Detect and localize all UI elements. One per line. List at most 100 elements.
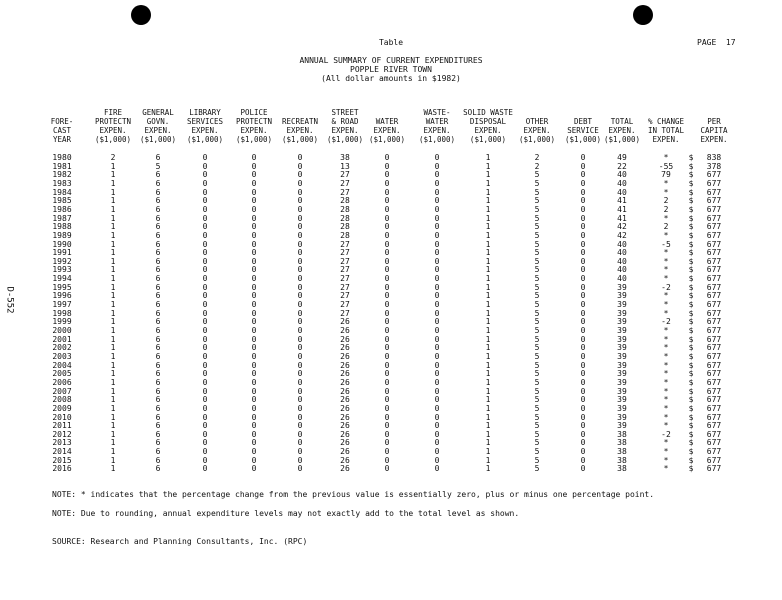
currency-symbol: $	[688, 153, 694, 162]
table-cell: 39	[617, 291, 627, 301]
table-cell: 1990	[52, 239, 72, 249]
table-cell: 0	[297, 412, 303, 422]
table-cell: 677	[706, 196, 722, 206]
table-cell: 5	[534, 334, 540, 344]
currency-symbol: $	[688, 403, 694, 413]
column-header: LIBRARY SERVICES EXPEN. ($1,000)	[186, 108, 224, 144]
table-cell: 6	[155, 334, 161, 344]
table-cell: 5	[534, 178, 540, 188]
table-cell: 5	[534, 204, 540, 214]
table-cell: 0	[202, 412, 208, 422]
currency-symbol: $	[688, 308, 694, 318]
column-header: OTHER EXPEN. ($1,000)	[518, 117, 556, 144]
table-cell: 1983	[52, 178, 72, 188]
table-cell: 1980	[52, 153, 72, 162]
table-cell: 1	[485, 282, 491, 292]
table-cell: 0	[434, 308, 440, 318]
table-cell: 41	[617, 213, 627, 223]
table-cell: *	[663, 455, 669, 465]
table-cell: 1	[110, 403, 116, 413]
currency-symbol: $	[688, 274, 694, 284]
table-cell: 0	[384, 395, 390, 405]
table-cell: 2009	[52, 403, 72, 413]
table-cell: 1	[110, 317, 116, 327]
table-cell: 1	[110, 386, 116, 396]
table-cell: 27	[340, 239, 350, 249]
punch-hole-right	[633, 5, 653, 25]
table-cell: 0	[202, 222, 208, 232]
column-header: FIRE PROTECTN EXPEN. ($1,000)	[94, 108, 132, 144]
table-cell: 2	[534, 153, 540, 162]
table-cell: 0	[434, 351, 440, 361]
table-cell: 39	[617, 377, 627, 387]
table-cell: 0	[580, 351, 586, 361]
table-cell: 677	[706, 334, 722, 344]
table-cell: 0	[384, 429, 390, 439]
table-cell: 26	[340, 386, 350, 396]
column-header: TOTAL EXPEN. ($1,000)	[603, 117, 641, 144]
table-cell: 0	[434, 178, 440, 188]
table-cell: 1985	[52, 196, 72, 206]
table-cell: 1999	[52, 317, 72, 327]
table-cell: 5	[534, 187, 540, 197]
table-cell: 0	[434, 256, 440, 266]
table-cell: 0	[434, 196, 440, 206]
table-cell: *	[663, 291, 669, 301]
table-cell: 1	[485, 274, 491, 284]
table-cell: 1	[110, 334, 116, 344]
table-cell: 5	[534, 222, 540, 232]
table-cell: *	[663, 248, 669, 258]
table-cell: 0	[434, 386, 440, 396]
table-cell: 1	[485, 455, 491, 465]
table-cell: 5	[534, 213, 540, 223]
table-cell: 677	[706, 308, 722, 318]
column-header: WASTE- WATER EXPEN. ($1,000)	[418, 108, 456, 144]
table-cell: 38	[617, 438, 627, 448]
currency-symbol: $	[688, 256, 694, 266]
table-cell: 6	[155, 464, 161, 474]
report-units: (All dollar amounts in $1982)	[321, 74, 461, 83]
table-cell: 26	[340, 369, 350, 379]
table-cell: 0	[202, 403, 208, 413]
table-cell: 5	[534, 395, 540, 405]
table-cell: 0	[202, 343, 208, 353]
table-cell: 6	[155, 239, 161, 249]
table-cell: 0	[251, 256, 257, 266]
table-cell: 6	[155, 153, 161, 162]
table-cell: 0	[251, 274, 257, 284]
table-cell: 5	[534, 403, 540, 413]
table-cell: 2	[534, 161, 540, 171]
table-cell: 0	[434, 455, 440, 465]
table-cell: 2007	[52, 386, 72, 396]
table-cell: *	[663, 178, 669, 188]
table-cell: 1	[110, 377, 116, 387]
table-cell: 1984	[52, 187, 72, 197]
table-cell: 0	[202, 455, 208, 465]
table-cell: 28	[340, 213, 350, 223]
table-cell: 26	[340, 464, 350, 474]
table-cell: 677	[706, 464, 722, 474]
table-cell: 6	[155, 326, 161, 335]
table-cell: 0	[297, 351, 303, 361]
table-cell: 26	[340, 334, 350, 344]
table-cell: 5	[534, 386, 540, 396]
table-cell: 0	[202, 282, 208, 292]
table-cell: 6	[155, 343, 161, 353]
table-cell: 0	[434, 274, 440, 284]
table-cell: 5	[534, 300, 540, 310]
table-cell: 0	[434, 334, 440, 344]
table-cell: 677	[706, 326, 722, 335]
table-cell: 0	[384, 291, 390, 301]
table-cell: 677	[706, 222, 722, 232]
table-cell: 0	[297, 239, 303, 249]
table-cell: 2016	[52, 464, 72, 474]
table-cell: 0	[202, 187, 208, 197]
table-cell: 0	[297, 170, 303, 180]
table-cell: *	[663, 265, 669, 275]
table-cell: 0	[384, 153, 390, 162]
table-cell: 0	[434, 239, 440, 249]
table-cell: 0	[202, 308, 208, 318]
table-cell: 0	[434, 265, 440, 275]
table-cell: 2013	[52, 438, 72, 448]
column-header: GENERAL GOVN. EXPEN. ($1,000)	[139, 108, 177, 144]
